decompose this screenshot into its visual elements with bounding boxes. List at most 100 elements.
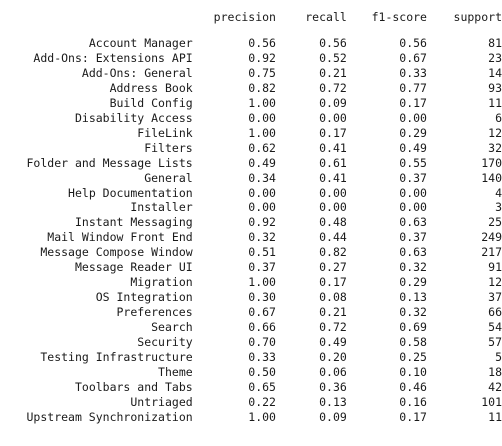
support-header: support bbox=[453, 10, 502, 24]
f1-score-cell: 0.32 bbox=[399, 260, 427, 275]
f1-score-cell: 0.00 bbox=[399, 110, 427, 125]
support-cell: 18 bbox=[488, 364, 502, 379]
f1-score-cell: 0.37 bbox=[399, 170, 427, 185]
precision-cell: 0.34 bbox=[248, 170, 276, 185]
table-row: Help Documentation 0.00 0.00 0.00 4 bbox=[0, 186, 502, 201]
f1-score-cell: 0.63 bbox=[399, 215, 427, 230]
recall-cell: 0.21 bbox=[319, 305, 347, 320]
f1-score-cell: 0.49 bbox=[399, 140, 427, 155]
precision-cell: 0.65 bbox=[248, 379, 276, 394]
row-label: Help Documentation bbox=[68, 185, 193, 200]
support-cell: 54 bbox=[488, 320, 502, 335]
support-cell: 3 bbox=[495, 200, 502, 215]
support-cell: 25 bbox=[488, 215, 502, 230]
recall-cell: 0.13 bbox=[319, 394, 347, 409]
support-cell: 249 bbox=[481, 230, 502, 245]
precision-cell: 0.32 bbox=[248, 230, 276, 245]
f1-score-cell: 0.33 bbox=[399, 65, 427, 80]
support-cell: 23 bbox=[488, 50, 502, 65]
row-label: Search bbox=[151, 320, 193, 335]
precision-cell: 0.00 bbox=[248, 110, 276, 125]
precision-cell: 1.00 bbox=[248, 125, 276, 140]
table-row: Theme 0.50 0.06 0.10 18 bbox=[0, 365, 502, 380]
table-row: Security 0.70 0.49 0.58 57 bbox=[0, 335, 502, 350]
precision-cell: 0.82 bbox=[248, 80, 276, 95]
f1-score-cell: 0.16 bbox=[399, 394, 427, 409]
f1-score-cell: 0.55 bbox=[399, 155, 427, 170]
row-label: Testing Infrastructure bbox=[40, 350, 193, 365]
support-cell: 6 bbox=[495, 110, 502, 125]
report-body: Account Manager 0.56 0.56 0.56 81 Add-Ons: Ex… bbox=[0, 36, 502, 425]
recall-cell: 0.27 bbox=[319, 260, 347, 275]
recall-cell: 0.09 bbox=[319, 95, 347, 110]
precision-cell: 0.92 bbox=[248, 215, 276, 230]
row-label: Add-Ons: Extensions API bbox=[33, 50, 193, 65]
f1-score-cell: 0.69 bbox=[399, 320, 427, 335]
row-label: General bbox=[144, 170, 193, 185]
row-label: Add-Ons: General bbox=[81, 65, 193, 80]
row-label: Build Config bbox=[109, 95, 193, 110]
recall-cell: 0.72 bbox=[319, 320, 347, 335]
support-cell: 101 bbox=[481, 394, 502, 409]
support-cell: 57 bbox=[488, 335, 502, 350]
f1-score-cell: 0.46 bbox=[399, 379, 427, 394]
table-row: Testing Infrastructure 0.33 0.20 0.25 5 bbox=[0, 350, 502, 365]
recall-cell: 0.52 bbox=[319, 50, 347, 65]
precision-cell: 0.00 bbox=[248, 200, 276, 215]
recall-cell: 0.41 bbox=[319, 170, 347, 185]
recall-cell: 0.00 bbox=[319, 110, 347, 125]
precision-header: precision bbox=[213, 10, 276, 24]
precision-cell: 0.22 bbox=[248, 394, 276, 409]
recall-cell: 0.21 bbox=[319, 65, 347, 80]
recall-cell: 0.09 bbox=[319, 409, 347, 424]
row-label: Account Manager bbox=[88, 36, 193, 50]
support-cell: 12 bbox=[488, 125, 502, 140]
table-row: Account Manager 0.56 0.56 0.56 81 bbox=[0, 36, 502, 51]
table-row: Untriaged 0.22 0.13 0.16 101 bbox=[0, 395, 502, 410]
row-label: OS Integration bbox=[95, 290, 193, 305]
recall-cell: 0.56 bbox=[319, 36, 347, 50]
recall-cell: 0.49 bbox=[319, 335, 347, 350]
recall-cell: 0.41 bbox=[319, 140, 347, 155]
f1-score-cell: 0.00 bbox=[399, 185, 427, 200]
table-row: Filters 0.62 0.41 0.49 32 bbox=[0, 141, 502, 156]
support-cell: 217 bbox=[481, 245, 502, 260]
f1-score-cell: 0.63 bbox=[399, 245, 427, 260]
table-row: Message Compose Window 0.51 0.82 0.63 217 bbox=[0, 245, 502, 260]
row-label: Message Reader UI bbox=[74, 260, 193, 275]
f1-score-cell: 0.77 bbox=[399, 80, 427, 95]
row-label: Filters bbox=[144, 140, 193, 155]
row-label: Address Book bbox=[109, 80, 193, 95]
table-row: Upstream Synchronization 1.00 0.09 0.17 11 bbox=[0, 410, 502, 425]
f1-score-cell: 0.37 bbox=[399, 230, 427, 245]
table-row: General 0.34 0.41 0.37 140 bbox=[0, 171, 502, 186]
support-cell: 11 bbox=[488, 95, 502, 110]
row-label: Toolbars and Tabs bbox=[74, 379, 193, 394]
f1-score-cell: 0.17 bbox=[399, 95, 427, 110]
f1-score-cell: 0.29 bbox=[399, 125, 427, 140]
precision-cell: 0.62 bbox=[248, 140, 276, 155]
f1-score-cell: 0.29 bbox=[399, 275, 427, 290]
support-cell: 37 bbox=[488, 290, 502, 305]
table-row: Folder and Message Lists 0.49 0.61 0.55 170 bbox=[0, 156, 502, 171]
report-header: precision recall f1-score support bbox=[0, 8, 502, 36]
row-label: Disability Access bbox=[74, 110, 193, 125]
row-label: Installer bbox=[130, 200, 193, 215]
row-label: FileLink bbox=[137, 125, 193, 140]
table-row: Add-Ons: General 0.75 0.21 0.33 14 bbox=[0, 66, 502, 81]
support-cell: 81 bbox=[488, 36, 502, 50]
recall-header: recall bbox=[305, 10, 347, 24]
recall-cell: 0.06 bbox=[319, 364, 347, 379]
recall-cell: 0.72 bbox=[319, 80, 347, 95]
row-label: Message Compose Window bbox=[40, 245, 193, 260]
precision-cell: 1.00 bbox=[248, 275, 276, 290]
support-cell: 170 bbox=[481, 155, 502, 170]
f1-score-header: f1-score bbox=[371, 10, 427, 24]
table-row: FileLink 1.00 0.17 0.29 12 bbox=[0, 126, 502, 141]
f1-score-cell: 0.10 bbox=[399, 364, 427, 379]
recall-cell: 0.08 bbox=[319, 290, 347, 305]
precision-cell: 1.00 bbox=[248, 409, 276, 424]
precision-cell: 0.75 bbox=[248, 65, 276, 80]
recall-cell: 0.61 bbox=[319, 155, 347, 170]
recall-cell: 0.82 bbox=[319, 245, 347, 260]
